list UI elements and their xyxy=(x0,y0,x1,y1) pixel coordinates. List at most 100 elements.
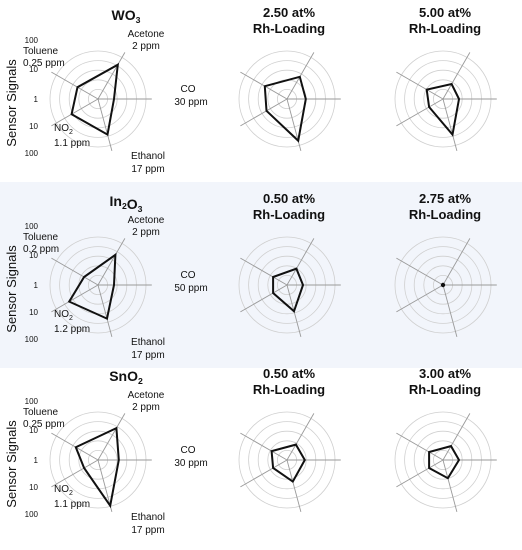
radar-spoke-no2 xyxy=(240,284,288,313)
scale-tick-label: 100 xyxy=(25,510,39,519)
radar-spoke-acetone xyxy=(442,238,471,286)
axis-label-toluene-conc: 0.25 ppm xyxy=(23,58,65,69)
radar-data-polygon xyxy=(272,267,305,314)
axis-label-no2: NO2 xyxy=(54,123,73,136)
radar-spoke-acetone xyxy=(442,413,471,461)
radar-chart-r2c2: 3.00 at%Rh-Loading xyxy=(394,366,497,513)
chart-title: SnO2 xyxy=(109,368,143,386)
scale-tick-label: 10 xyxy=(29,65,38,74)
axis-label-ethanol-conc: 17 ppm xyxy=(131,350,164,361)
radar-spoke-acetone xyxy=(97,52,126,100)
radar-spoke-ethanol xyxy=(442,284,458,338)
y-axis-label: Sensor Signals xyxy=(4,420,19,508)
y-axis-label: Sensor Signals xyxy=(4,59,19,147)
radar-spoke-no2 xyxy=(396,98,444,127)
y-axis-label: Sensor Signals xyxy=(4,245,19,333)
radar-spoke-no2 xyxy=(51,98,99,127)
axis-label-ethanol: Ethanol xyxy=(131,337,165,348)
axis-label-ethanol: Ethanol xyxy=(131,151,165,162)
radar-spoke-no2 xyxy=(240,98,288,127)
axis-label-no2-conc: 1.2 ppm xyxy=(54,324,90,335)
axis-label-no2: NO2 xyxy=(54,484,73,497)
axis-label-co: CO xyxy=(181,445,196,456)
radar-chart-r2c1: 0.50 at%Rh-Loading xyxy=(238,366,341,513)
scale-tick-label: 100 xyxy=(25,36,39,45)
radar-data-polygon xyxy=(270,443,306,484)
radar-chart-r1c1: 0.50 at%Rh-Loading xyxy=(238,191,341,338)
chart-title-line2: Rh-Loading xyxy=(253,21,325,36)
axis-label-co: CO xyxy=(181,84,196,95)
chart-title-line2: Rh-Loading xyxy=(409,207,481,222)
scale-tick-label: 1 xyxy=(34,456,39,465)
axis-label-toluene: Toluene xyxy=(23,407,58,418)
scale-tick-label: 10 xyxy=(29,426,38,435)
radar-data-polygon xyxy=(428,444,461,480)
chart-title-line1: 2.75 at% xyxy=(419,191,471,206)
radar-spoke-no2 xyxy=(396,459,444,488)
radar-data-point xyxy=(440,282,446,288)
chart-title-line2: Rh-Loading xyxy=(253,207,325,222)
radar-spoke-toluene xyxy=(51,257,99,286)
radar-spoke-ethanol xyxy=(286,459,302,513)
axis-label-no2-conc: 1.1 ppm xyxy=(54,138,90,149)
axis-label-co-conc: 30 ppm xyxy=(174,458,207,469)
scale-tick-label: 10 xyxy=(29,483,38,492)
axis-label-no2-conc: 1.1 ppm xyxy=(54,499,90,510)
radar-spoke-no2 xyxy=(51,284,99,313)
radar-spoke-toluene xyxy=(396,71,444,100)
radar-data-polygon xyxy=(70,62,120,137)
chart-title-line2: Rh-Loading xyxy=(253,382,325,397)
radar-spoke-no2 xyxy=(240,459,288,488)
radar-data-polygon xyxy=(425,82,461,137)
radar-spoke-toluene xyxy=(51,71,99,100)
radar-spoke-ethanol xyxy=(97,98,113,152)
radar-spoke-ethanol xyxy=(442,459,458,513)
axis-label-co-conc: 50 ppm xyxy=(174,283,207,294)
scale-tick-label: 1 xyxy=(34,95,39,104)
radar-spoke-toluene xyxy=(240,257,288,286)
axis-label-acetone-conc: 2 ppm xyxy=(132,402,160,413)
radar-spoke-toluene xyxy=(240,432,288,461)
chart-title: In2O3 xyxy=(110,193,143,214)
radar-spoke-ethanol xyxy=(442,98,458,152)
radar-chart-r0c2: 5.00 at%Rh-Loading xyxy=(394,5,497,152)
scale-tick-label: 100 xyxy=(25,149,39,158)
radar-data-polygon xyxy=(263,75,307,143)
chart-title-line1: 3.00 at% xyxy=(419,366,471,381)
axis-label-acetone: Acetone xyxy=(128,29,165,40)
radar-spoke-acetone xyxy=(286,413,315,461)
radar-chart-r1c2: 2.75 at%Rh-Loading xyxy=(394,191,497,338)
axis-label-no2: NO2 xyxy=(54,309,73,322)
chart-title-line2: Rh-Loading xyxy=(409,382,481,397)
axis-label-co: CO xyxy=(181,270,196,281)
scale-tick-label: 10 xyxy=(29,308,38,317)
chart-title: WO3 xyxy=(112,7,141,25)
axis-label-acetone: Acetone xyxy=(128,390,165,401)
chart-title-line1: 5.00 at% xyxy=(419,5,471,20)
radar-spoke-toluene xyxy=(240,71,288,100)
radar-data-polygon xyxy=(74,426,120,509)
radar-spoke-no2 xyxy=(51,459,99,488)
chart-title-line1: 0.50 at% xyxy=(263,191,315,206)
radar-spoke-acetone xyxy=(97,413,126,461)
axis-label-acetone-conc: 2 ppm xyxy=(132,227,160,238)
axis-label-co-conc: 30 ppm xyxy=(174,97,207,108)
radar-spoke-toluene xyxy=(51,432,99,461)
scale-tick-label: 10 xyxy=(29,122,38,131)
axis-label-toluene-conc: 0.2 ppm xyxy=(23,244,59,255)
axis-label-toluene-conc: 0.25 ppm xyxy=(23,419,65,430)
chart-title-line1: 0.50 at% xyxy=(263,366,315,381)
axis-label-ethanol-conc: 17 ppm xyxy=(131,164,164,175)
chart-title-line2: Rh-Loading xyxy=(409,21,481,36)
radar-spoke-toluene xyxy=(396,257,444,286)
chart-title-line1: 2.50 at% xyxy=(263,5,315,20)
radar-spoke-acetone xyxy=(442,52,471,100)
radar-chart-r0c1: 2.50 at%Rh-Loading xyxy=(238,5,341,152)
axis-label-ethanol-conc: 17 ppm xyxy=(131,525,164,536)
axis-label-acetone: Acetone xyxy=(128,215,165,226)
radar-data-polygon xyxy=(67,252,117,321)
